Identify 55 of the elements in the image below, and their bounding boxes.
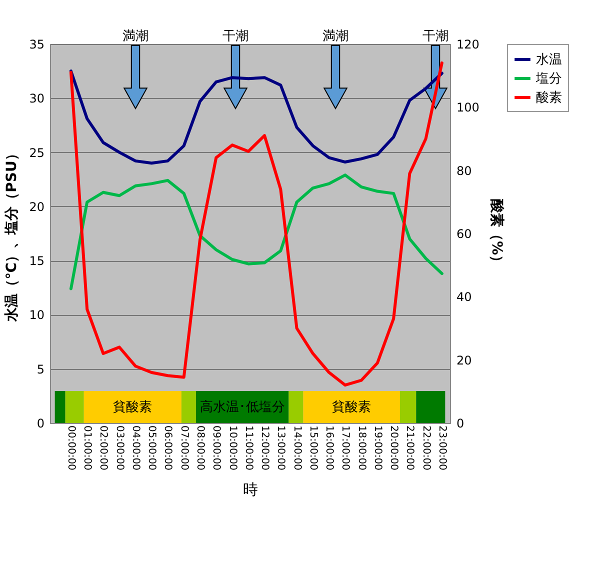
- text: 干潮: [222, 29, 248, 44]
- x-tick-label: 09:00:00: [210, 426, 222, 470]
- x-tick-label: 22:00:00: [420, 426, 432, 470]
- x-tick-label: 06:00:00: [162, 426, 174, 470]
- line-series: [69, 70, 444, 165]
- line-series: [69, 174, 444, 290]
- band-label: 高水温･低塩分: [200, 399, 285, 415]
- y-tick-label: 35: [29, 38, 44, 52]
- x-tick-label: 01:00:00: [82, 426, 93, 470]
- y-tick-label: 15: [29, 254, 44, 268]
- y2-axis-title: 酸素（%）: [488, 198, 504, 270]
- y2-tick-label: 80: [456, 164, 472, 178]
- y2-tick-label: 120: [456, 38, 480, 52]
- x-tick-label: 07:00:00: [178, 426, 190, 470]
- y2-tick-label: 60: [456, 227, 472, 241]
- x-tick-label: 12:00:00: [259, 426, 270, 470]
- x-tick-label: 18:00:00: [356, 426, 367, 470]
- x-tick-label: 13:00:00: [275, 426, 286, 470]
- y2-tick-label: 40: [456, 290, 472, 304]
- x-tick-label: 19:00:00: [372, 426, 383, 470]
- line-series: [69, 61, 444, 387]
- x-tick-label: 04:00:00: [130, 426, 141, 470]
- x-tick-label: 08:00:00: [194, 426, 206, 470]
- y-tick-label: 10: [29, 308, 44, 322]
- x-tick-label: 15:00:00: [307, 426, 318, 470]
- x-tick-label: 02:00:00: [98, 426, 109, 470]
- y2-tick-label: 0: [456, 416, 464, 430]
- x-tick-label: 17:00:00: [340, 426, 351, 470]
- x-tick-label: 11:00:00: [242, 426, 254, 470]
- y-tick-label: 30: [29, 92, 44, 106]
- x-tick-label: 21:00:00: [404, 426, 416, 470]
- x-tick-label: 03:00:00: [114, 426, 125, 470]
- x-tick-label: 20:00:00: [388, 426, 400, 470]
- legend-label: 水温: [536, 52, 562, 68]
- text: 満潮: [122, 29, 148, 44]
- x-tick-label: 05:00:00: [146, 426, 158, 470]
- x-tick-label: 14:00:00: [291, 426, 302, 470]
- x-axis-title: 時: [243, 480, 258, 498]
- y-tick-label: 25: [29, 146, 44, 160]
- band-label: 貧酸素: [332, 400, 372, 415]
- y-tick-label: 5: [36, 362, 44, 376]
- y-tick-label: 0: [36, 416, 44, 430]
- text: 干潮: [422, 29, 448, 44]
- text: 満潮: [322, 29, 348, 44]
- x-tick-label: 00:00:00: [65, 426, 76, 470]
- legend-label: 酸素: [536, 90, 562, 106]
- y-axis-title: 水温（℃）、塩分（PSU）: [4, 146, 20, 322]
- legend-label: 塩分: [535, 72, 562, 86]
- y-tick-label: 20: [29, 200, 44, 214]
- x-tick-label: 23:00:00: [436, 426, 448, 470]
- y2-tick-label: 20: [456, 353, 472, 368]
- y2-tick-label: 100: [456, 100, 480, 115]
- x-tick-label: 16:00:00: [324, 426, 335, 470]
- band-label: 貧酸素: [113, 400, 152, 415]
- x-tick-label: 10:00:00: [226, 426, 238, 470]
